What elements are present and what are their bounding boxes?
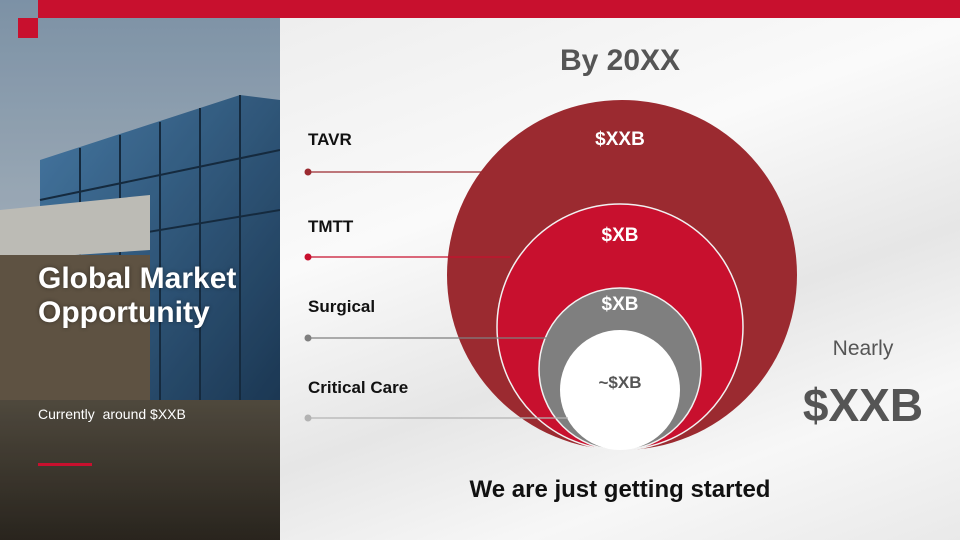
segment-label: TAVR <box>308 130 352 149</box>
footer: We are just getting started <box>469 476 771 503</box>
circle-critical-care <box>560 330 680 450</box>
segment-value: $XB <box>602 294 639 315</box>
accent-square <box>18 18 38 38</box>
photo-art <box>0 0 280 540</box>
leader-dot <box>304 253 312 261</box>
subtitle: Currently around $XXB <box>38 406 186 422</box>
segment-label: Surgical <box>308 297 375 316</box>
leader-dot <box>304 168 312 176</box>
title: Global Market Opportunity <box>38 262 237 329</box>
segment-value: ~$XB <box>599 373 642 392</box>
segment-value: $XXB <box>595 129 645 150</box>
leader-dot <box>304 414 312 422</box>
segment-value: $XB <box>602 225 639 246</box>
building-photo <box>0 0 280 540</box>
total-prefix: Nearly <box>832 337 894 360</box>
top-bar <box>38 0 960 18</box>
accent-rule <box>38 463 92 466</box>
segment-label: Critical Care <box>308 378 408 397</box>
leader-lines <box>304 168 568 422</box>
leader-dot <box>304 334 312 342</box>
heading: By 20XX <box>559 44 681 77</box>
total-value: $XXB <box>802 379 924 431</box>
segment-label: TMTT <box>308 217 354 236</box>
